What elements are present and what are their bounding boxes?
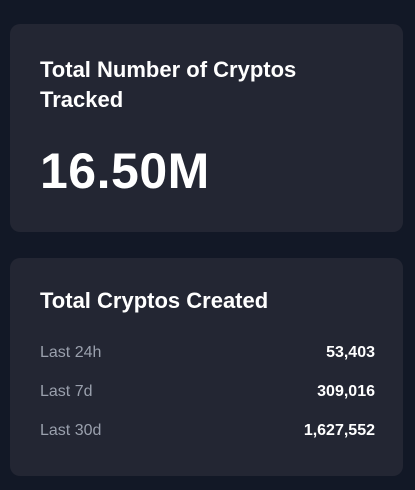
total-created-card: Total Cryptos Created Last 24h 53,403 La…	[10, 258, 403, 476]
total-tracked-card: Total Number of Cryptos Tracked 16.50M	[10, 24, 403, 232]
total-tracked-title: Total Number of Cryptos Tracked	[40, 57, 297, 112]
stat-row-24h: Last 24h 53,403	[40, 333, 375, 372]
total-created-title: Total Cryptos Created	[40, 288, 269, 313]
stat-label-24h: Last 24h	[40, 343, 102, 361]
total-tracked-value: 16.50M	[40, 143, 210, 199]
stat-label-7d: Last 7d	[40, 382, 93, 400]
stat-value-7d: 309,016	[317, 382, 375, 400]
created-stats-list: Last 24h 53,403 Last 7d 309,016 Last 30d…	[40, 333, 375, 450]
stat-value-30d: 1,627,552	[303, 421, 375, 439]
stat-value-24h: 53,403	[326, 343, 375, 361]
stat-label-30d: Last 30d	[40, 421, 102, 439]
stat-row-7d: Last 7d 309,016	[40, 372, 375, 411]
stat-row-30d: Last 30d 1,627,552	[40, 411, 375, 450]
